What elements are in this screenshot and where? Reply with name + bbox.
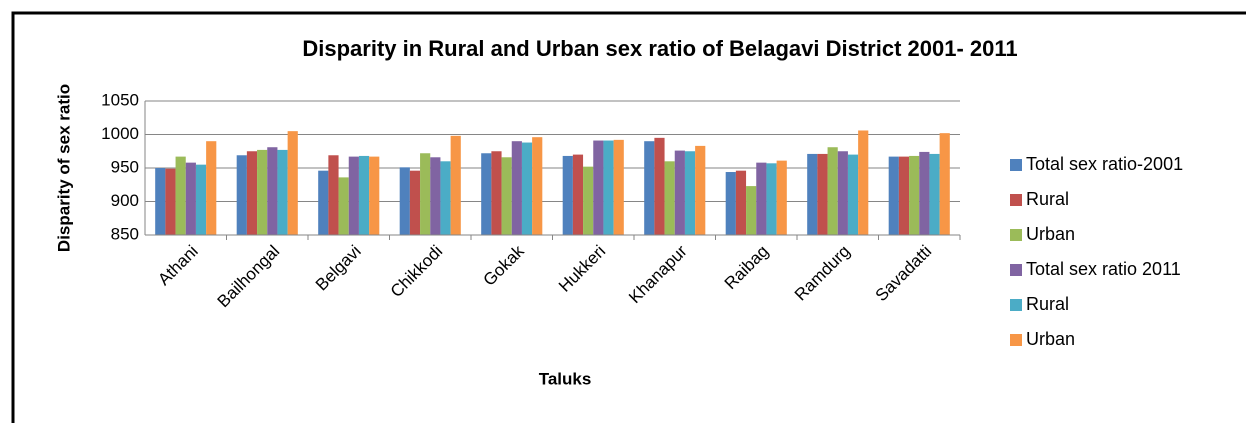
bar [929, 153, 940, 235]
y-tick-label: 850 [111, 224, 139, 243]
bar [919, 151, 930, 235]
y-axis-title: Disparity of sex ratio [54, 84, 73, 252]
bar [338, 177, 349, 235]
bar [450, 135, 461, 235]
bar [185, 162, 196, 235]
bar [746, 186, 757, 235]
bar [358, 155, 370, 235]
bar [572, 154, 584, 235]
bar [725, 172, 736, 235]
y-tick-label: 900 [111, 191, 139, 210]
bar [236, 155, 247, 235]
bar [267, 147, 278, 235]
y-tick-label: 1000 [101, 124, 139, 143]
legend-label: Rural [1026, 189, 1069, 209]
bar [348, 156, 359, 235]
bar [257, 149, 268, 235]
legend-label: Urban [1026, 329, 1075, 349]
bar [277, 149, 288, 235]
bar [420, 153, 431, 235]
bar [766, 163, 777, 235]
bar [318, 170, 329, 235]
legend-swatch [1010, 194, 1022, 206]
x-axis-title: Taluks [539, 369, 592, 388]
bar [328, 155, 339, 235]
bar [898, 156, 910, 235]
legend-label: Urban [1026, 224, 1075, 244]
bar [735, 170, 747, 235]
y-tick-label: 950 [111, 157, 139, 176]
bar [481, 153, 492, 235]
legend-swatch [1010, 229, 1022, 241]
legend-label: Total sex ratio-2001 [1026, 154, 1183, 174]
bar [430, 157, 441, 235]
bar [246, 151, 258, 235]
legend-label: Total sex ratio 2011 [1026, 259, 1181, 279]
bar [817, 153, 828, 235]
bar [664, 161, 675, 235]
bar [195, 164, 207, 235]
bar [440, 161, 451, 235]
bar [521, 142, 533, 235]
bar [888, 156, 899, 235]
bar [674, 150, 685, 235]
bar [807, 153, 818, 235]
bar [939, 133, 950, 235]
bar [858, 130, 869, 235]
bar [654, 137, 665, 235]
bar [909, 155, 920, 235]
bar [287, 131, 298, 235]
chart-border [11, 11, 1246, 428]
bar [409, 170, 421, 235]
bar [603, 140, 614, 235]
bar [847, 154, 859, 235]
bar [369, 156, 380, 235]
bar [756, 162, 767, 235]
bar [399, 167, 410, 235]
chart-title: Disparity in Rural and Urban sex ratio o… [302, 36, 1017, 61]
bar [684, 151, 696, 235]
bar [776, 160, 787, 235]
bar [837, 151, 848, 235]
legend-label: Rural [1026, 294, 1069, 314]
bar [583, 166, 594, 235]
bar [206, 141, 217, 235]
bar [532, 137, 543, 235]
bar [511, 141, 522, 235]
bar [501, 157, 512, 235]
bar [491, 151, 502, 235]
bar [613, 139, 624, 235]
bar [175, 156, 186, 235]
bar [695, 145, 706, 235]
bar [593, 140, 604, 235]
bar [827, 147, 838, 235]
bar [562, 155, 573, 235]
legend-swatch [1010, 334, 1022, 346]
legend-swatch [1010, 264, 1022, 276]
legend-swatch [1010, 159, 1022, 171]
bar [155, 168, 166, 235]
legend-swatch [1010, 299, 1022, 311]
bar [644, 141, 655, 235]
bar [165, 168, 176, 235]
y-tick-label: 1050 [101, 90, 139, 109]
